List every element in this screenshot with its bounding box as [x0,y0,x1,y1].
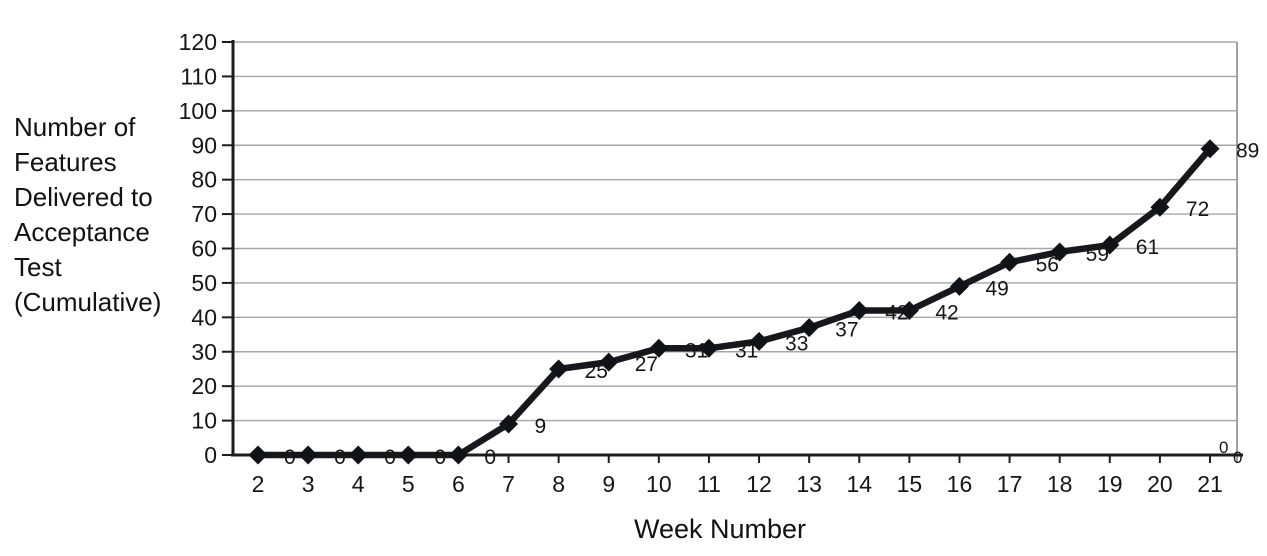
data-label-week-10: 31 [685,339,708,362]
y-tick-label-100: 100 [179,98,217,124]
x-tick-label-5: 5 [402,471,415,497]
data-label-week-19: 61 [1136,236,1159,259]
data-label-week-13: 37 [835,319,858,342]
data-label-week-12: 33 [785,332,808,355]
y-axis-title: Number of Features Delivered to Acceptan… [14,112,162,317]
data-label-week-7: 9 [535,415,547,438]
series-line [254,145,1214,459]
data-label-week-2: 0 [284,446,296,469]
data-label-week-17: 56 [1036,253,1059,276]
data-label-week-21: 89 [1236,140,1259,163]
data-point-week-17 [1000,252,1020,272]
data-point-week-16 [949,276,969,296]
data-label-week-5: 0 [434,446,446,469]
data-label-week-4: 0 [384,446,396,469]
x-axis-title: Week Number [633,514,807,544]
y-tick-label-60: 60 [191,236,217,262]
y-tick-label-70: 70 [191,201,217,227]
y-tick-label-40: 40 [191,304,217,330]
y-tick-label-10: 10 [191,408,217,434]
x-tick-label-15: 15 [897,471,923,497]
data-point-week-13 [799,318,819,338]
x-tick-label-6: 6 [452,471,465,497]
y-tick-label-20: 20 [191,373,217,399]
data-label-week-20: 72 [1186,198,1209,221]
data-label-week-9: 27 [635,353,658,376]
x-tick-label-17: 17 [997,471,1023,497]
x-tick-label-3: 3 [302,471,315,497]
x-tick-label-16: 16 [947,471,973,497]
x-tick-label-14: 14 [846,471,872,497]
data-point-week-5 [398,445,418,465]
x-tick-label-11: 11 [697,471,721,497]
y-tick-label-110: 110 [180,63,217,89]
x-tick-label-19: 19 [1097,471,1123,497]
data-point-week-2 [248,445,268,465]
data-point-week-9 [599,352,619,372]
data-point-week-12 [749,331,769,351]
x-tick-label-9: 9 [602,471,615,497]
x-tick-label-10: 10 [646,471,672,497]
data-point-week-18 [1050,242,1070,262]
data-point-week-10 [649,338,669,358]
y-tick-label-0: 0 [204,442,217,468]
data-point-week-3 [298,445,318,465]
annotation-0: 0 [1219,438,1228,457]
data-label-week-11: 31 [735,339,758,362]
data-point-week-11 [699,338,719,358]
data-label-week-3: 0 [334,446,346,469]
data-label-week-6: 0 [484,446,496,469]
data-label-week-8: 25 [585,360,608,383]
data-label-week-15: 42 [935,301,958,324]
data-point-week-15 [899,300,919,320]
x-tick-label-20: 20 [1147,471,1173,497]
data-point-week-20 [1150,197,1170,217]
x-tick-label-18: 18 [1047,471,1073,497]
x-tick-label-21: 21 [1197,471,1223,497]
y-tick-label-90: 90 [191,132,217,158]
data-label-week-16: 49 [985,277,1008,300]
data-point-week-8 [549,359,569,379]
y-tick-label-30: 30 [191,339,217,365]
y-tick-label-80: 80 [191,167,217,193]
x-tick-label-13: 13 [796,471,822,497]
x-tick-label-2: 2 [252,471,265,497]
data-point-week-19 [1100,235,1120,255]
data-label-week-18: 59 [1086,243,1109,266]
y-tick-label-120: 120 [179,29,217,55]
data-point-week-21 [1200,139,1220,159]
x-tick-label-12: 12 [746,471,772,497]
data-point-week-6 [448,445,468,465]
y-tick-label-50: 50 [191,270,217,296]
x-tick-label-7: 7 [502,471,515,497]
data-point-week-4 [348,445,368,465]
data-label-week-14: 42 [885,301,908,324]
data-point-week-14 [849,300,869,320]
data-point-week-7 [499,414,519,434]
x-tick-label-8: 8 [552,471,565,497]
annotation-1: 0 [1233,448,1242,467]
x-tick-label-4: 4 [352,471,365,497]
